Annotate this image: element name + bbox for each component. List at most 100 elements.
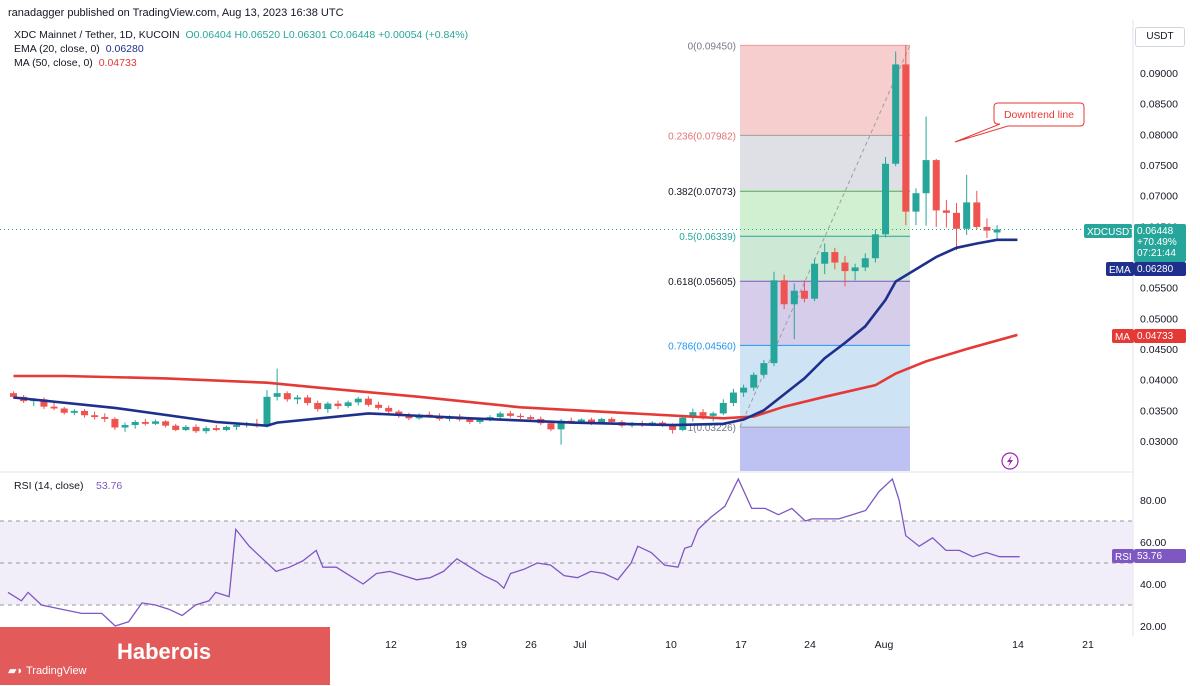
rsi-tag-bg xyxy=(1134,549,1186,563)
ma-legend[interactable]: MA (50, close, 0) 0.04733 xyxy=(14,57,137,69)
candle-body xyxy=(192,426,200,432)
lightning-icon[interactable] xyxy=(1001,452,1019,470)
downtrend-callout[interactable]: Downtrend line xyxy=(954,102,1085,143)
rsi-tick: 40.00 xyxy=(1140,579,1166,591)
time-tick: 21 xyxy=(1082,639,1094,651)
candle-body xyxy=(983,226,991,231)
price-tick: 0.07000 xyxy=(1140,191,1178,203)
ma-tag-label: MA xyxy=(1115,332,1130,343)
time-tick: Aug xyxy=(875,639,894,651)
ohlc-open: O0.06404 xyxy=(185,29,232,41)
ma-legend-value: 0.04733 xyxy=(98,57,137,69)
candle-body xyxy=(882,163,890,235)
candle-body xyxy=(547,423,555,430)
candle-body xyxy=(151,421,159,424)
rsi-tag-text: 53.76 xyxy=(1137,551,1162,562)
current-price-tag-text: 0.06448 xyxy=(1137,226,1174,237)
fib-zone xyxy=(740,45,910,136)
ema-tag-label: EMA xyxy=(1109,265,1131,276)
ema-tag-label-bg xyxy=(1106,262,1134,276)
downtrend-label: Downtrend line xyxy=(1004,109,1074,121)
candle-body xyxy=(689,412,697,418)
fib-level-label: 1(0.03226) xyxy=(688,423,736,434)
candle-body xyxy=(922,160,930,194)
ohlc-high: H0.06520 xyxy=(234,29,281,41)
time-tick: 24 xyxy=(804,639,816,651)
ema-legend-value: 0.06280 xyxy=(105,43,144,55)
candle-body xyxy=(942,210,950,213)
ma-tag-label-bg xyxy=(1112,329,1134,343)
time-tick: 14 xyxy=(1012,639,1024,651)
candle-body xyxy=(273,393,281,397)
price-tick: 0.08000 xyxy=(1140,129,1178,141)
candle-body xyxy=(851,267,859,272)
fib-zone xyxy=(740,191,910,237)
candle-body xyxy=(162,421,170,426)
price-tick: 0.07500 xyxy=(1140,160,1178,172)
time-tick: 26 xyxy=(525,639,537,651)
candle-body xyxy=(912,193,920,212)
rsi-tick: 80.00 xyxy=(1140,495,1166,507)
rsi-pane[interactable]: 80.00 60.00 40.00 20.00 RSI (14, close) 53.76 xyxy=(0,477,1166,633)
time-tick: 12 xyxy=(385,639,397,651)
candle-body xyxy=(40,399,48,407)
candle-body xyxy=(821,252,829,264)
ohlc-close: C0.06448 xyxy=(329,29,376,41)
candle-body xyxy=(334,403,342,407)
candle-body xyxy=(314,402,322,410)
candle-body xyxy=(993,229,1001,233)
price-tick: 0.08500 xyxy=(1140,99,1178,111)
candle-body xyxy=(304,397,312,403)
ma-legend-label: MA (50, close, 0) xyxy=(14,57,93,69)
candle-body xyxy=(496,413,504,418)
candle-body xyxy=(233,425,241,427)
candle-body xyxy=(750,374,758,388)
candle-body xyxy=(902,64,910,212)
candle-body xyxy=(344,402,352,407)
candle-body xyxy=(729,392,737,403)
price-tick: 0.03000 xyxy=(1140,436,1178,448)
rsi-legend-value: 53.76 xyxy=(96,480,122,492)
ma50-line xyxy=(13,333,1018,420)
tv-logo-icon: ▰◗ xyxy=(8,665,24,677)
fib-level-label: 0.786(0.04560) xyxy=(668,341,736,352)
ema20-line xyxy=(13,238,1018,428)
candle-body xyxy=(861,258,869,268)
candle-body xyxy=(222,426,230,430)
rsi-tick: 60.00 xyxy=(1140,537,1166,549)
indicator-lines xyxy=(0,229,1133,428)
price-tick: 0.05500 xyxy=(1140,283,1178,295)
current-price-tag-text: 07:21:44 xyxy=(1137,248,1176,259)
candle-body xyxy=(476,418,484,422)
rsi-tick: 20.00 xyxy=(1140,621,1166,633)
candle-body xyxy=(760,363,768,375)
candle-body xyxy=(70,410,78,413)
currency-button[interactable]: USDT xyxy=(1135,27,1185,47)
candle-body xyxy=(212,428,220,430)
published-header: ranadagger published on TradingView.com,… xyxy=(8,7,344,19)
candle-body xyxy=(385,407,393,412)
candle-body xyxy=(375,404,383,408)
candle-body xyxy=(811,263,819,299)
ema-tag-text: 0.06280 xyxy=(1137,264,1174,275)
candle-body xyxy=(50,406,58,409)
candle-body xyxy=(963,202,971,229)
candle-body xyxy=(364,398,372,405)
candle-body xyxy=(973,202,981,227)
candle-body xyxy=(80,410,88,416)
symbol-title: XDC Mainnet / Tether, 1D, KUCOIN xyxy=(14,29,180,41)
current-price-tag-bg xyxy=(1134,224,1186,262)
fib-zone xyxy=(740,281,910,346)
price-tick: 0.09000 xyxy=(1140,68,1178,80)
candle-body xyxy=(932,160,940,211)
candle-body xyxy=(780,280,788,305)
fib-level-label: 0.236(0.07982) xyxy=(668,131,736,142)
fib-zone xyxy=(740,135,910,192)
candle-body xyxy=(354,398,362,403)
author-banner: Haberois xyxy=(0,627,330,685)
ema-legend[interactable]: EMA (20, close, 0) 0.06280 xyxy=(14,43,144,55)
candle-body xyxy=(202,428,210,432)
candle-body xyxy=(172,425,180,430)
candle-body xyxy=(841,262,849,272)
